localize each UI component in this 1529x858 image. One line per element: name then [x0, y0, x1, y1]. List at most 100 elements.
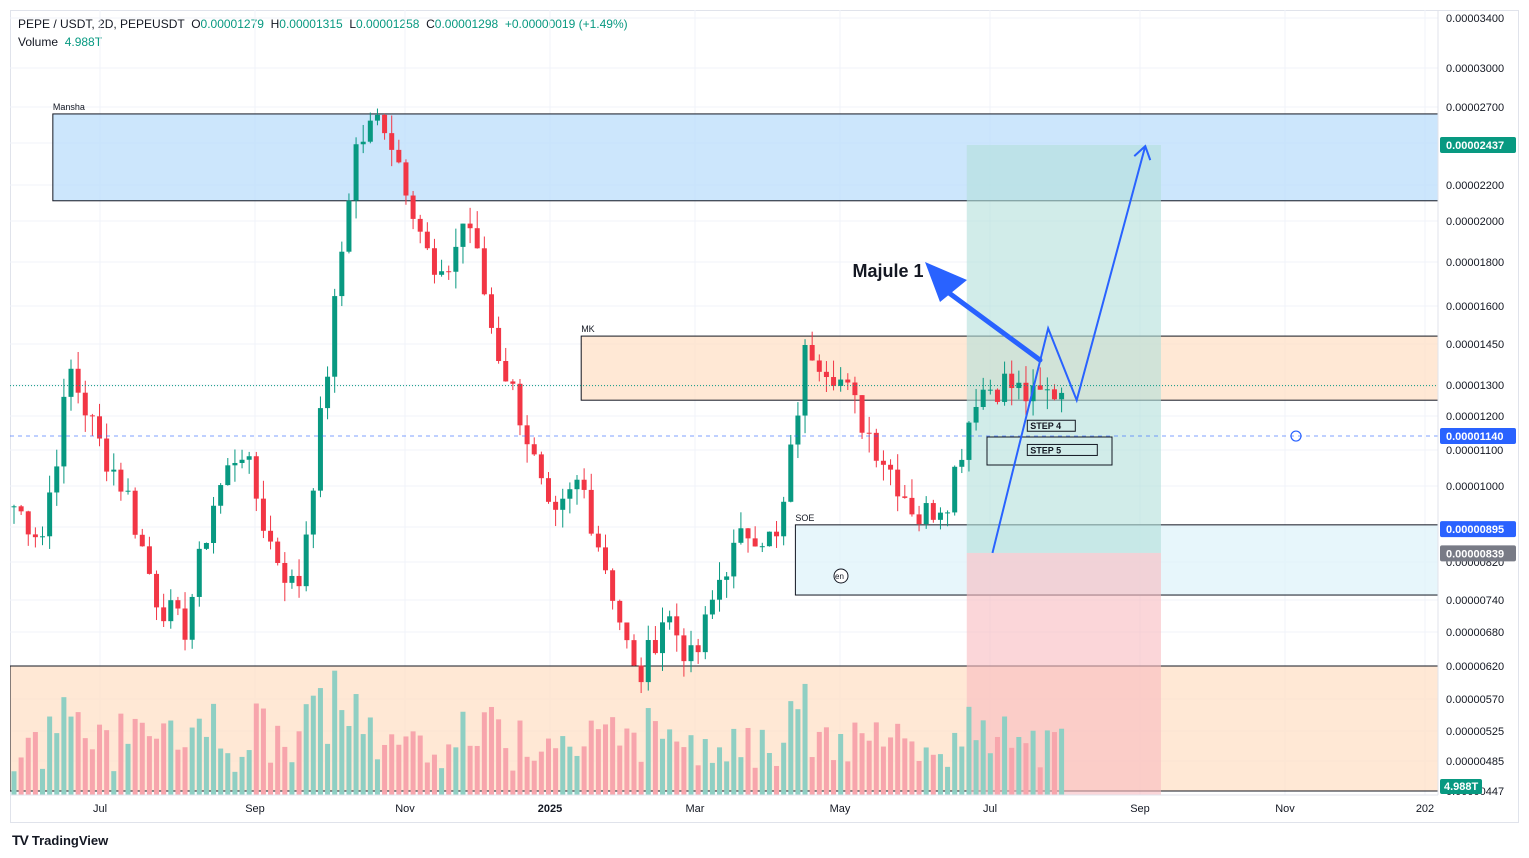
candle[interactable] — [154, 573, 160, 608]
candle[interactable] — [317, 408, 323, 491]
volume-badge[interactable] — [1440, 779, 1482, 794]
candle[interactable] — [481, 248, 487, 295]
candle[interactable] — [759, 546, 765, 548]
candle[interactable] — [802, 345, 808, 416]
candle[interactable] — [97, 416, 103, 439]
candle[interactable] — [745, 528, 751, 539]
candle[interactable] — [781, 501, 787, 537]
candle[interactable] — [310, 490, 316, 535]
candle[interactable] — [382, 114, 388, 134]
candle[interactable] — [446, 271, 452, 273]
candle[interactable] — [346, 200, 352, 252]
candle[interactable] — [232, 462, 238, 466]
candle[interactable] — [503, 361, 509, 382]
symbol-title[interactable]: PEPE / USDT, 2D, PEPEUSDT — [18, 17, 185, 31]
candle[interactable] — [182, 608, 188, 640]
candle[interactable] — [275, 541, 281, 563]
candle[interactable] — [631, 640, 637, 666]
price-badge[interactable] — [1440, 545, 1516, 562]
candle[interactable] — [189, 596, 195, 640]
candle[interactable] — [831, 377, 837, 386]
candle[interactable] — [695, 645, 701, 653]
step-box[interactable] — [1026, 419, 1076, 432]
candle[interactable] — [973, 406, 979, 423]
candle[interactable] — [859, 395, 865, 433]
candle[interactable] — [125, 490, 131, 492]
candle[interactable] — [196, 548, 202, 597]
candle[interactable] — [667, 616, 673, 623]
candle[interactable] — [702, 614, 708, 653]
candle[interactable] — [11, 506, 17, 508]
step-group-box[interactable] — [986, 436, 1113, 466]
candle[interactable] — [581, 479, 587, 490]
tradingview-branding[interactable]: TV TradingView — [12, 832, 108, 848]
candle[interactable] — [47, 492, 53, 537]
candle[interactable] — [617, 600, 623, 623]
candle[interactable] — [410, 195, 416, 219]
candle[interactable] — [132, 490, 138, 535]
candle[interactable] — [930, 503, 936, 520]
candle[interactable] — [118, 469, 124, 492]
candle[interactable] — [104, 438, 110, 472]
candle[interactable] — [296, 575, 302, 587]
candle[interactable] — [467, 223, 473, 229]
candle[interactable] — [161, 607, 167, 622]
candle[interactable] — [146, 546, 152, 574]
candle[interactable] — [966, 422, 972, 460]
candle[interactable] — [403, 162, 409, 196]
candle[interactable] — [325, 376, 331, 409]
candle[interactable] — [560, 498, 566, 510]
candle[interactable] — [68, 368, 74, 397]
zone-box[interactable] — [10, 665, 1439, 792]
candle[interactable] — [211, 505, 217, 543]
candle[interactable] — [289, 575, 295, 583]
candle[interactable] — [367, 120, 373, 142]
candle[interactable] — [866, 432, 872, 434]
volume-legend[interactable]: Volume 4.988T — [18, 35, 102, 49]
candle[interactable] — [823, 371, 829, 378]
candle[interactable] — [959, 459, 965, 467]
candle[interactable] — [239, 459, 245, 463]
candle[interactable] — [510, 381, 516, 384]
candle[interactable] — [246, 456, 252, 460]
candle[interactable] — [18, 506, 24, 512]
candle[interactable] — [660, 622, 666, 654]
candle[interactable] — [1023, 382, 1029, 402]
candle[interactable] — [610, 570, 616, 601]
candle[interactable] — [75, 368, 81, 393]
candle[interactable] — [218, 485, 224, 506]
symbol-legend[interactable]: PEPE / USDT, 2D, PEPEUSDT O0.00001279 H0… — [18, 17, 628, 31]
candle[interactable] — [474, 228, 480, 249]
step-box[interactable] — [1026, 443, 1098, 456]
candle[interactable] — [567, 489, 573, 499]
candle[interactable] — [724, 576, 730, 580]
projection-path[interactable] — [991, 145, 1147, 554]
candle[interactable] — [766, 531, 772, 547]
candle[interactable] — [574, 479, 580, 490]
candle[interactable] — [531, 444, 537, 455]
candle[interactable] — [624, 622, 630, 641]
candle[interactable] — [987, 389, 993, 391]
candle[interactable] — [168, 600, 174, 622]
candle[interactable] — [424, 231, 430, 249]
candle[interactable] — [731, 542, 737, 577]
candle[interactable] — [389, 133, 395, 150]
candle[interactable] — [838, 379, 844, 386]
candle[interactable] — [439, 271, 445, 275]
candle[interactable] — [40, 536, 46, 538]
candle[interactable] — [139, 534, 145, 547]
candle[interactable] — [1059, 392, 1065, 400]
price-badge[interactable] — [1440, 137, 1516, 153]
candle[interactable] — [752, 538, 758, 547]
candle[interactable] — [175, 600, 181, 609]
candle[interactable] — [902, 496, 908, 498]
candle[interactable] — [980, 389, 986, 407]
candle[interactable] — [374, 114, 380, 121]
candle[interactable] — [524, 425, 530, 445]
candle[interactable] — [795, 415, 801, 445]
candle[interactable] — [431, 248, 437, 275]
candle[interactable] — [738, 528, 744, 543]
candle[interactable] — [1030, 385, 1036, 402]
candle[interactable] — [602, 547, 608, 571]
candle[interactable] — [82, 392, 88, 416]
